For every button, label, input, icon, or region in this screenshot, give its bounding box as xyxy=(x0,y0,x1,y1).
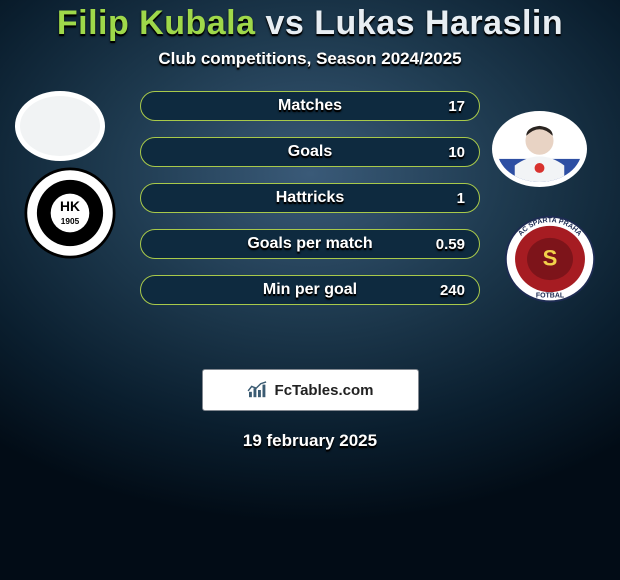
right-player-avatar xyxy=(492,111,587,187)
title-right: vs Lukas Haraslin xyxy=(265,4,563,42)
stat-row: Hattricks1 xyxy=(140,183,480,213)
player-photo-icon xyxy=(497,116,582,182)
stat-label: Goals xyxy=(195,143,425,161)
stat-row: Matches17 xyxy=(140,91,480,121)
stat-row: Goals10 xyxy=(140,137,480,167)
stat-right-value: 0.59 xyxy=(425,236,465,253)
title-left: Filip Kubala xyxy=(57,4,266,42)
comparison-stage: Matches17 Goals10 Hattricks1 Goals per matc… xyxy=(0,91,620,351)
stat-label: Matches xyxy=(195,97,425,115)
brand-badge: FcTables.com xyxy=(202,369,419,411)
stat-right-value: 240 xyxy=(425,282,465,299)
stat-right-value: 10 xyxy=(425,144,465,161)
hk-crest-icon: HK 1905 FC HRADEC KRÁLOVÉ xyxy=(24,167,116,259)
stat-label: Goals per match xyxy=(195,235,425,253)
stat-row: Goals per match0.59 xyxy=(140,229,480,259)
page-title: Filip Kubala vs Lukas Haraslin xyxy=(0,0,620,43)
svg-text:S: S xyxy=(543,245,558,270)
brand-text: FcTables.com xyxy=(275,382,374,399)
stat-right-value: 1 xyxy=(425,190,465,207)
left-club-logo: HK 1905 FC HRADEC KRÁLOVÉ xyxy=(24,167,116,259)
stat-right-value: 17 xyxy=(425,98,465,115)
right-club-logo: S AC SPARTA PRAHA FOTBAL xyxy=(500,213,600,305)
left-player-avatar xyxy=(15,91,105,161)
svg-text:FOTBAL: FOTBAL xyxy=(536,293,565,300)
stat-label: Min per goal xyxy=(195,281,425,299)
subtitle: Club competitions, Season 2024/2025 xyxy=(0,49,620,69)
stat-row: Min per goal240 xyxy=(140,275,480,305)
svg-text:1905: 1905 xyxy=(61,217,80,226)
sparta-crest-icon: S AC SPARTA PRAHA FOTBAL xyxy=(500,213,600,305)
svg-text:HK: HK xyxy=(60,199,80,214)
stat-label: Hattricks xyxy=(195,189,425,207)
bar-chart-icon xyxy=(247,381,269,399)
date-text: 19 february 2025 xyxy=(0,431,620,451)
